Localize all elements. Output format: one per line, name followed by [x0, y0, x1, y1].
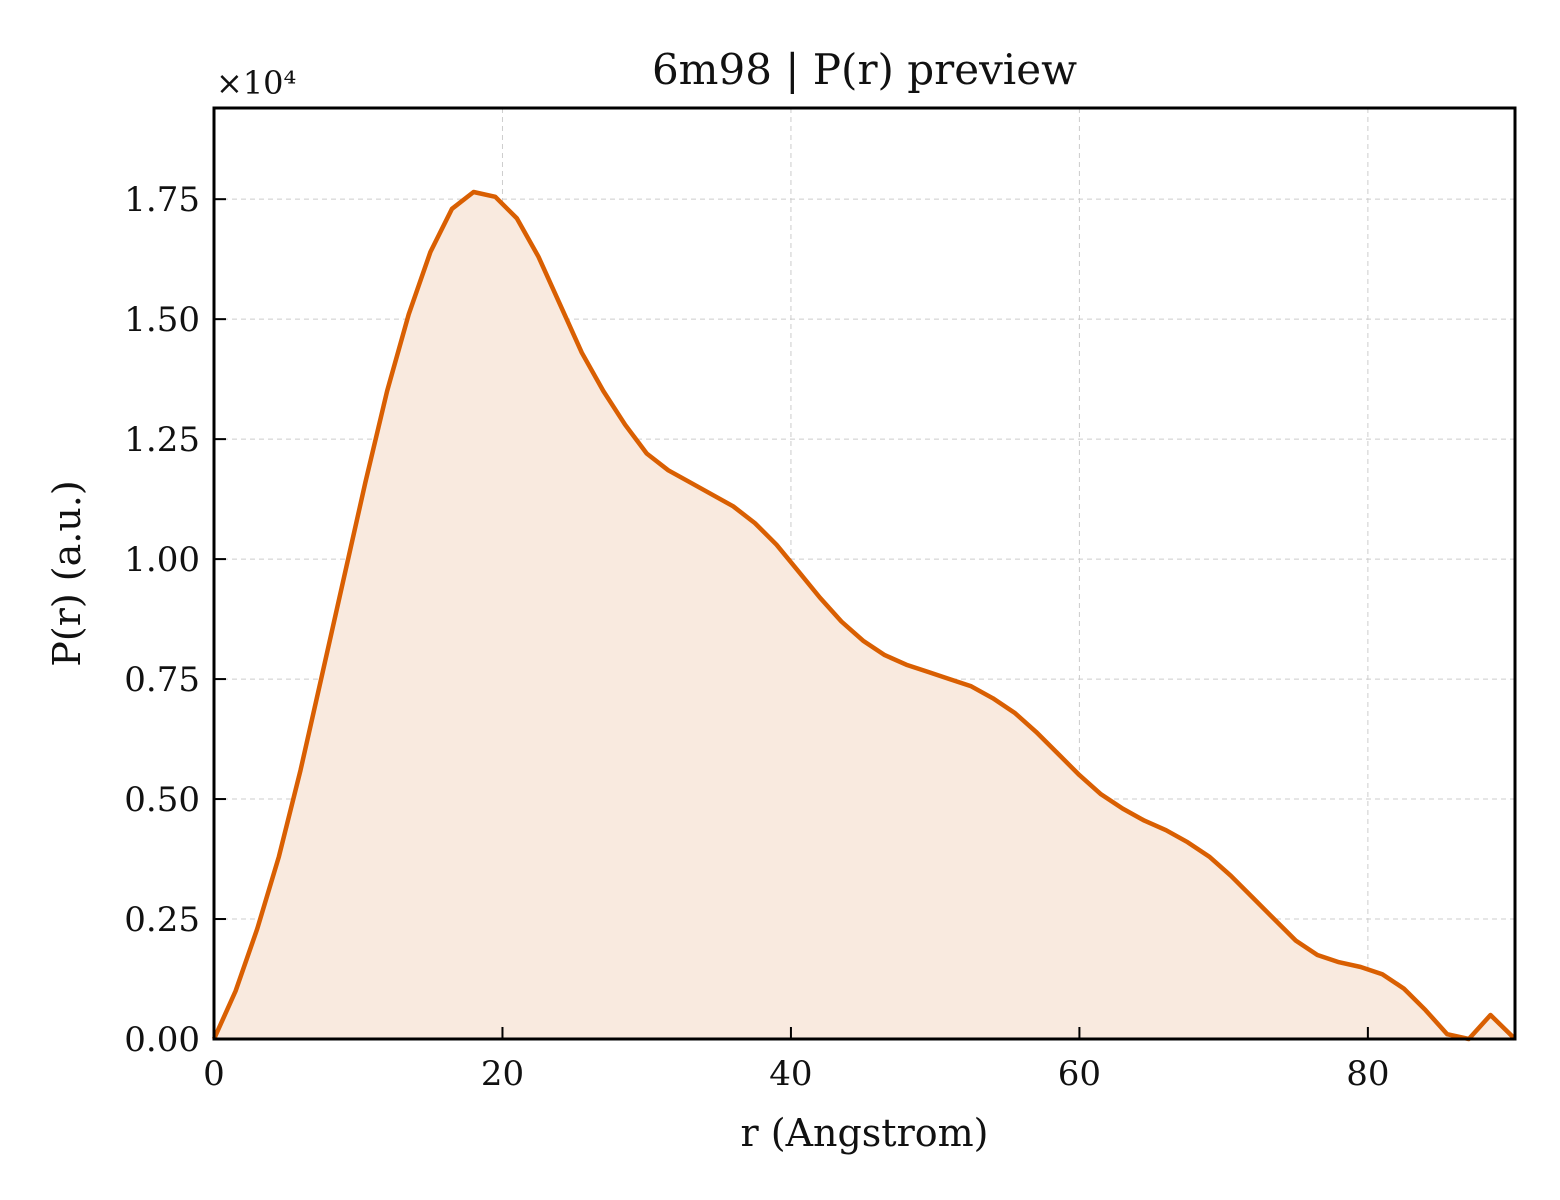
x-tick-label: 0	[203, 1054, 225, 1094]
y-tick-label: 1.25	[124, 420, 200, 460]
y-tick-label: 0.50	[124, 780, 200, 820]
x-axis-label: r (Angstrom)	[741, 1111, 989, 1155]
y-tick-label: 0.75	[124, 660, 200, 700]
y-axis-label: P(r) (a.u.)	[45, 480, 89, 666]
x-tick-label: 80	[1346, 1054, 1389, 1094]
y-tick-label: 0.25	[124, 900, 200, 940]
chart-title: 6m98 | P(r) preview	[652, 45, 1077, 94]
x-tick-label: 60	[1058, 1054, 1101, 1094]
area-fill	[214, 192, 1515, 1039]
x-tick-label: 40	[769, 1054, 812, 1094]
y-tick-label: 1.50	[124, 300, 200, 340]
y-offset-label: ×10⁴	[216, 64, 296, 102]
y-tick-label: 1.75	[124, 180, 200, 220]
y-tick-label: 1.00	[124, 540, 200, 580]
plot-frame	[212, 106, 1517, 1041]
y-tick-label: 0.00	[124, 1020, 200, 1060]
series-line	[211, 189, 1517, 1042]
x-tick-label: 20	[481, 1054, 524, 1094]
ticks: 0 20 40 60 80 0.00 0.25 0.50 0.75 1.00 1.25 1.50 1.7…	[124, 180, 1389, 1094]
